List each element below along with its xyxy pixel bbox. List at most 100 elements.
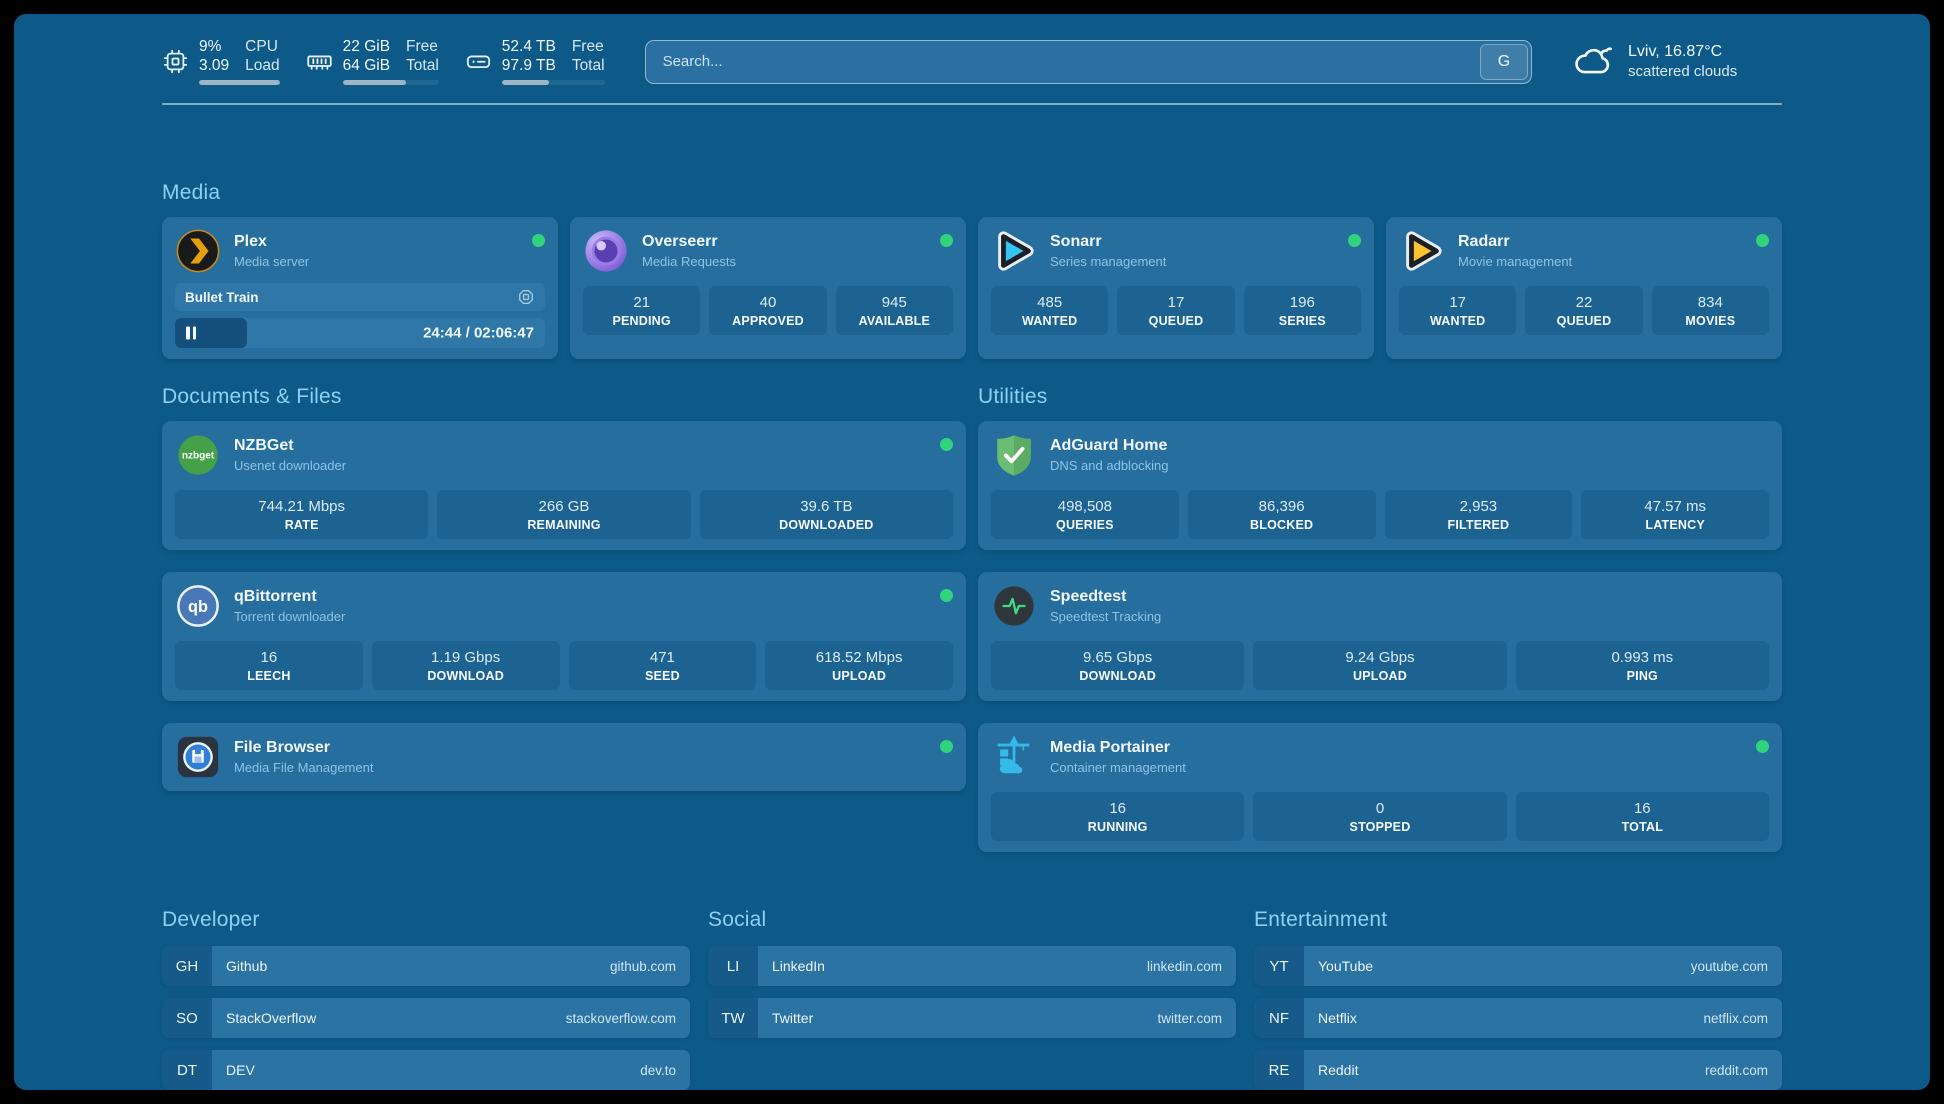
bookmark-abbr: TW <box>708 998 758 1038</box>
stat-label: WANTED <box>1021 314 1078 328</box>
weather-location: Lviv, 16.87°C <box>1628 43 1723 60</box>
stat-label: FILTERED <box>1447 518 1510 532</box>
pause-icon[interactable] <box>186 326 196 340</box>
service-name: Speedtest <box>1050 588 1127 605</box>
session-icon[interactable] <box>517 288 535 306</box>
bookmark-name: DEV <box>226 1062 255 1078</box>
bookmark-name: Twitter <box>772 1010 814 1026</box>
service-card-plex[interactable]: Plex Media server Bullet Train <box>162 217 558 359</box>
stat-label: APPROVED <box>732 314 804 328</box>
bookmark-url: dev.to <box>640 1062 676 1078</box>
bookmark-abbr: DT <box>162 1050 212 1090</box>
stat-value: 485 <box>1037 294 1063 311</box>
bookmark-linkedin[interactable]: LI LinkedIn linkedin.com <box>708 946 1236 986</box>
memory-stat-widget: 22 GiB 64 GiB Free Total <box>306 38 439 85</box>
cpu-progress-bar <box>199 80 280 85</box>
stat-value: 498,508 <box>1057 498 1112 515</box>
service-subtitle: Container management <box>1050 760 1186 775</box>
service-subtitle: DNS and adblocking <box>1050 458 1169 473</box>
bookmark-github[interactable]: GH Github github.com <box>162 946 690 986</box>
stat-value: 39.6 TB <box>800 498 853 515</box>
stat-value: 196 <box>1289 294 1315 311</box>
stat-label: LEECH <box>247 669 291 683</box>
section-utilities: Utilities AdGu <box>978 385 1782 852</box>
bookmark-url: youtube.com <box>1690 958 1768 974</box>
weather-widget: Lviv, 16.87°C scattered clouds <box>1572 41 1782 82</box>
speedtest-icon <box>991 583 1037 629</box>
search-bar: G <box>644 39 1532 84</box>
bookmark-url: reddit.com <box>1704 1062 1768 1078</box>
bookmark-dev[interactable]: DT DEV dev.to <box>162 1050 690 1090</box>
service-card-filebrowser[interactable]: File Browser Media File Management <box>162 723 966 791</box>
bookmark-stackoverflow[interactable]: SO StackOverflow stackoverflow.com <box>162 998 690 1038</box>
service-card-qbittorrent[interactable]: qb qBittorrent Torrent downloader <box>162 572 966 701</box>
bookmark-twitter[interactable]: TW Twitter twitter.com <box>708 998 1236 1038</box>
stat-label: UPLOAD <box>832 669 887 683</box>
service-subtitle: Speedtest Tracking <box>1050 609 1162 624</box>
search-input[interactable] <box>648 53 1480 70</box>
memory-progress-bar <box>342 80 439 85</box>
section-title-utilities: Utilities <box>978 385 1048 408</box>
stat-tile: 9.24 Gbps UPLOAD <box>1253 641 1507 690</box>
bookmark-name: Reddit <box>1318 1062 1359 1078</box>
weather-condition: scattered clouds <box>1628 63 1738 80</box>
stat-value: 471 <box>649 649 675 666</box>
service-name: Plex <box>234 233 267 250</box>
stat-value: 9.24 Gbps <box>1345 649 1415 666</box>
playback-progress-bar: 24:44 / 02:06:47 <box>175 318 545 348</box>
cpu-load-label: Load <box>245 57 280 74</box>
stat-tile: 22 QUEUED <box>1525 286 1643 335</box>
stat-label: TOTAL <box>1621 820 1664 834</box>
stat-tile: 16 LEECH <box>175 641 363 690</box>
stat-label: LATENCY <box>1645 518 1705 532</box>
service-name: File Browser <box>234 739 331 756</box>
service-name: AdGuard Home <box>1050 437 1168 454</box>
disk-free-label: Free <box>571 38 604 55</box>
service-card-overseerr[interactable]: Overseerr Media Requests 21 PENDING 40 A… <box>570 217 966 359</box>
service-card-speedtest[interactable]: Speedtest Speedtest Tracking 9.65 Gbps D… <box>978 572 1782 701</box>
service-stats: 9.65 Gbps DOWNLOAD 9.24 Gbps UPLOAD 0.99… <box>991 641 1769 690</box>
service-subtitle: Media File Management <box>234 760 374 775</box>
section-documents: Documents & Files nzbget NZBGet <box>162 385 966 852</box>
search-provider-button[interactable]: G <box>1480 43 1528 80</box>
stat-value: 17 <box>1167 294 1185 311</box>
service-name: Overseerr <box>642 233 718 250</box>
status-online-dot <box>940 740 953 753</box>
service-card-nzbget[interactable]: nzbget NZBGet Usenet downloader 74 <box>162 421 966 550</box>
stat-tile: 498,508 QUERIES <box>991 490 1179 539</box>
stat-label: PING <box>1626 669 1658 683</box>
status-online-dot <box>532 234 545 247</box>
bookmark-abbr: NF <box>1254 998 1304 1038</box>
service-card-sonarr[interactable]: Sonarr Series management 485 WANTED 17 Q… <box>978 217 1374 359</box>
bookmark-abbr: RE <box>1254 1050 1304 1090</box>
stat-value: 618.52 Mbps <box>815 649 903 666</box>
stat-tile: 471 SEED <box>568 641 757 690</box>
section-title-entertainment: Entertainment <box>1254 908 1388 931</box>
memory-free-value: 22 GiB <box>342 38 391 55</box>
portainer-icon <box>991 734 1037 780</box>
memory-total-label: Total <box>406 57 439 74</box>
stat-tile: 2,953 FILTERED <box>1384 490 1573 539</box>
service-stats: 485 WANTED 17 QUEUED 196 SERIES <box>991 286 1361 335</box>
stat-value: 16 <box>1109 800 1126 817</box>
bookmark-netflix[interactable]: NF Netflix netflix.com <box>1254 998 1782 1038</box>
service-card-portainer[interactable]: Media Portainer Container management 16 … <box>978 723 1782 852</box>
bookmark-youtube[interactable]: YT YouTube youtube.com <box>1254 946 1782 986</box>
service-card-radarr[interactable]: Radarr Movie management 17 WANTED 22 QUE… <box>1386 217 1782 359</box>
bookmark-reddit[interactable]: RE Reddit reddit.com <box>1254 1050 1782 1090</box>
section-media: Media Plex Media server <box>162 181 1782 359</box>
memory-free-label: Free <box>406 38 438 55</box>
cpu-label: CPU <box>245 38 278 55</box>
service-name: NZBGet <box>234 437 294 454</box>
header-divider <box>162 103 1782 105</box>
bookmark-abbr: YT <box>1254 946 1304 986</box>
stat-label: SEED <box>644 669 680 683</box>
stat-value: 21 <box>633 294 650 311</box>
now-playing-row: Bullet Train <box>175 283 545 311</box>
disk-stat-widget: 52.4 TB 97.9 TB Free Total <box>465 38 605 85</box>
service-name: Media Portainer <box>1050 739 1171 756</box>
service-card-adguard[interactable]: AdGuard Home DNS and adblocking 498,508 … <box>978 421 1782 550</box>
bookmark-group-developer: Developer GH Github github.com SO StackO… <box>162 908 690 1090</box>
stat-label: RATE <box>284 518 319 532</box>
service-name: Sonarr <box>1050 233 1102 250</box>
